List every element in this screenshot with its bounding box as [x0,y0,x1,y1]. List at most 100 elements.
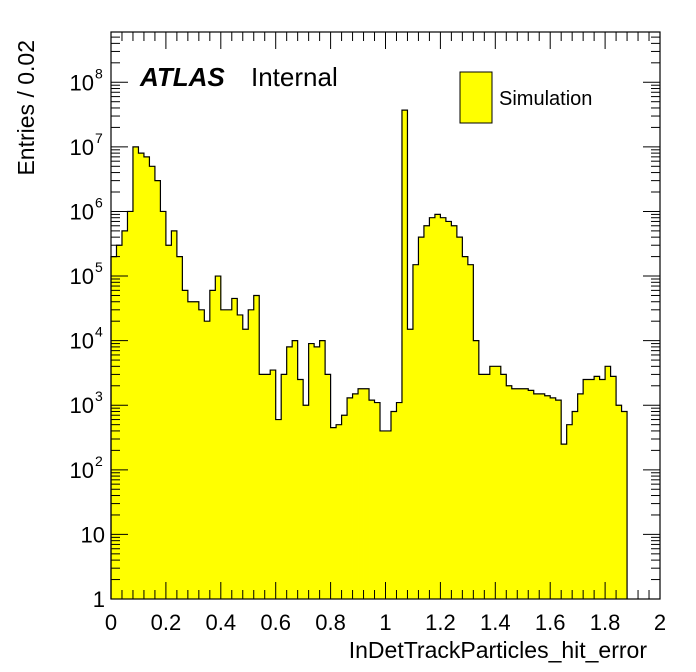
y-tick-label: 10 2 [70,453,103,483]
histogram-bin [610,376,617,599]
histogram-bin [577,393,584,599]
svg-text:10: 10 [70,135,94,160]
y-tick-label: 1 [93,587,105,612]
x-tick-label: 1.6 [535,610,566,635]
histogram-bin [314,346,321,599]
histogram-bin [621,411,628,599]
svg-text:4: 4 [95,324,103,340]
histogram-bin [511,388,518,599]
histogram-bin [473,340,480,599]
x-tick-label: 1.8 [590,610,621,635]
x-tick-labels: 0 0.2 0.4 0.6 0.8 1 1.2 1.4 1.6 1.8 2 [105,610,666,635]
histogram-bin [325,374,331,599]
histogram-bin [495,366,502,599]
histogram-bin [358,388,364,599]
y-tick-label: 10 7 [70,130,103,160]
histogram-bin [215,276,222,599]
histogram-bin [380,430,386,599]
histogram-bin [275,419,282,599]
histogram-bin [429,217,436,600]
y-tick-label: 10 8 [70,65,103,95]
histogram-bin [528,390,535,599]
histogram-bin [259,374,266,599]
histogram-bin [292,340,299,599]
histogram-bin [594,376,601,599]
histogram-bin [363,388,370,599]
histogram-bin [281,374,288,599]
histogram-bin [434,214,441,599]
histogram-bin [336,424,342,599]
histogram-bin [286,346,293,599]
histogram-bin [401,110,408,599]
atlas-label: ATLAS [139,62,225,92]
y-tick-label: 10 4 [70,324,103,354]
histogram-bin [264,374,271,599]
histogram-bin [242,329,249,599]
histogram-bin [171,230,178,599]
histogram-bin [369,400,375,599]
histogram-bin [423,225,430,600]
histogram-bin [187,301,194,599]
svg-text:10: 10 [70,329,94,354]
x-tick-label: 0.4 [206,610,237,635]
histogram-bin [506,385,513,599]
histogram-bin [390,411,397,599]
svg-text:6: 6 [95,194,103,210]
y-tick-label: 10 [81,522,105,547]
svg-text:10: 10 [70,458,94,483]
histogram-bin [116,245,123,599]
y-tick-label: 10 5 [70,259,103,289]
histogram-bin [330,427,337,599]
histogram-bin [220,309,227,599]
histogram-bin [154,180,161,599]
legend-label-simulation: Simulation [499,88,592,110]
y-tick-label: 10 3 [70,388,103,418]
svg-text:10: 10 [70,393,94,418]
histogram-bin [352,393,359,599]
histogram-bin [319,340,326,599]
svg-text:10: 10 [70,264,94,289]
histogram-bin [121,230,128,599]
histogram-bin [231,298,238,599]
histogram-bin [533,393,540,599]
histogram-bin [253,295,260,599]
histogram-bin [385,430,392,599]
histogram-bin [396,402,403,599]
histogram-bin [500,374,507,599]
histogram-bin [143,156,150,599]
histogram-bin [478,374,485,599]
histogram-bin [445,221,452,599]
histogram-bin [412,264,419,599]
histogram-bin [111,256,117,599]
svg-text:3: 3 [95,388,103,404]
histogram-bin [407,329,414,599]
histogram-bin [160,211,167,599]
histogram-bin [599,379,606,599]
histogram-outline [110,109,628,599]
histogram-bin [270,370,277,599]
histogram-bin [583,379,590,599]
y-axis-title: Entries / 0.02 [13,40,39,176]
histogram-bin [198,309,205,599]
histogram-bin [550,397,557,599]
histogram-bin [303,405,310,599]
histogram-bin [544,395,551,599]
histogram-bin [484,374,491,599]
histogram-bin [440,217,447,600]
svg-text:5: 5 [95,259,103,275]
histogram-bin [566,424,573,599]
histogram-bin [555,400,562,599]
histogram-bin [237,314,244,599]
histogram-bars [111,110,628,600]
x-axis-title: InDetTrackParticles_hit_error [349,637,648,663]
histogram-bin [176,256,183,599]
histogram-bin [204,321,211,599]
x-tick-label: 0.2 [151,610,182,635]
histogram-bin [127,211,134,599]
histogram-bin [517,388,524,599]
histogram-bin [572,411,579,599]
x-tick-label: 2 [654,610,666,635]
histogram-bin [248,309,255,599]
y-tick-label: 10 6 [70,194,103,224]
